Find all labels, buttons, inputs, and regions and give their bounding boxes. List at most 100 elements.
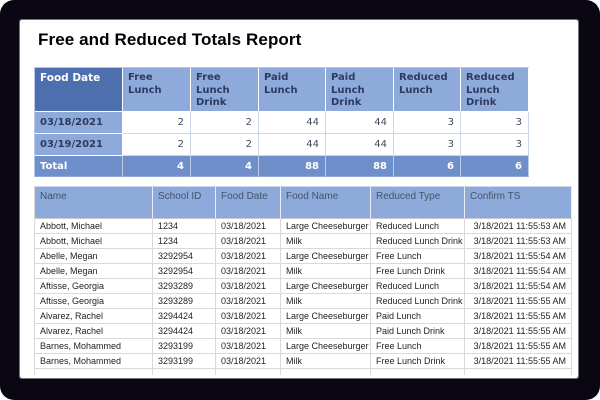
detail-cell-reduced-type: Free Lunch <box>371 249 465 264</box>
table-row: Alvarez, Rachel 3294424 03/18/2021 Milk Paid… <box>35 324 572 339</box>
summary-value-cell: 44 <box>259 112 326 134</box>
summary-value-cell: 3 <box>461 112 529 134</box>
detail-col-header: Confirm TS <box>465 187 572 219</box>
table-row: Abelle, Megan 3292954 03/18/2021 Large Chee… <box>35 249 572 264</box>
table-row: Barnes, Mohammed 3293199 03/18/2021 Milk Fre… <box>35 354 572 369</box>
detail-cell-confirm-ts: 3/18/2021 11:55:55 AM <box>465 339 572 354</box>
detail-col-header: Food Date <box>216 187 281 219</box>
detail-cell-name: Alvarez, Rachel <box>35 324 153 339</box>
detail-cell-food-date: 03/18/2021 <box>216 354 281 369</box>
table-row: Abelle, Megan 3292954 03/18/2021 Milk Free L… <box>35 264 572 279</box>
detail-cell-school-id: 3293289 <box>153 294 216 309</box>
detail-cell-food-name: Milk <box>281 354 371 369</box>
detail-col-header: Name <box>35 187 153 219</box>
summary-value-cell: 2 <box>191 112 259 134</box>
detail-cell-food-name: Large Cheeseburger <box>281 339 371 354</box>
detail-cell-name: Barnes, Mohammed <box>35 339 153 354</box>
detail-cell-food-date: 03/18/2021 <box>216 279 281 294</box>
summary-col-header: Free Lunch <box>123 68 191 112</box>
detail-cell-food-name: Large Cheeseburger <box>281 219 371 234</box>
detail-cell-food-date: 03/18/2021 <box>216 234 281 249</box>
detail-cell-school-id: 3293199 <box>153 354 216 369</box>
table-row: Barnes, Mohammed 3293199 03/18/2021 Large C… <box>35 339 572 354</box>
detail-cell-food-date: 03/18/2021 <box>216 324 281 339</box>
detail-cell-school-id: 3293199 <box>153 339 216 354</box>
table-row: Abbott, Michael 1234 03/18/2021 Large Chees… <box>35 219 572 234</box>
detail-cell-name: Aftisse, Georgia <box>35 294 153 309</box>
detail-cell-food-name: Milk <box>281 294 371 309</box>
detail-cell-confirm-ts: 3/18/2021 11:55:54 AM <box>465 264 572 279</box>
detail-cell-food-date: 03/18/2021 <box>216 264 281 279</box>
table-row: Aftisse, Georgia 3293289 03/18/2021 Large C… <box>35 279 572 294</box>
summary-value-cell: 44 <box>259 134 326 156</box>
detail-cell-school-id: 1234 <box>153 219 216 234</box>
detail-cell-confirm-ts: 3/18/2021 11:55:55 AM <box>465 294 572 309</box>
detail-cell-school-id: 3294424 <box>153 309 216 324</box>
detail-cell-name: Abbott, Michael <box>35 219 153 234</box>
detail-col-header: School ID <box>153 187 216 219</box>
detail-header-row: Name School ID Food Date Food Name Reduced T… <box>35 187 572 219</box>
summary-total-value: 6 <box>394 156 461 177</box>
detail-cell-empty <box>371 369 465 375</box>
detail-cell-food-date: 03/18/2021 <box>216 339 281 354</box>
summary-value-cell: 44 <box>326 112 394 134</box>
detail-cell-reduced-type: Paid Lunch <box>371 309 465 324</box>
detail-cell-food-date: 03/18/2021 <box>216 219 281 234</box>
detail-cell-name: Aftisse, Georgia <box>35 279 153 294</box>
detail-cell-empty <box>216 369 281 375</box>
summary-row: 03/19/2021 2 2 44 44 3 3 <box>35 134 529 156</box>
detail-cell-name: Abbott, Michael <box>35 234 153 249</box>
detail-cell-confirm-ts: 3/18/2021 11:55:53 AM <box>465 219 572 234</box>
detail-cell-food-date: 03/18/2021 <box>216 249 281 264</box>
detail-cell-reduced-type: Reduced Lunch Drink <box>371 234 465 249</box>
summary-col-header: Paid Lunch <box>259 68 326 112</box>
summary-total-value: 4 <box>123 156 191 177</box>
detail-cell-empty <box>35 369 153 375</box>
summary-total-value: 6 <box>461 156 529 177</box>
page-title: Free and Reduced Totals Report <box>38 30 302 49</box>
summary-col-header: Free Lunch Drink <box>191 68 259 112</box>
detail-cell-food-name: Milk <box>281 264 371 279</box>
summary-value-cell: 3 <box>461 134 529 156</box>
detail-cell-reduced-type: Free Lunch Drink <box>371 354 465 369</box>
detail-col-header: Food Name <box>281 187 371 219</box>
detail-table: Name School ID Food Date Food Name Reduced T… <box>34 186 572 375</box>
summary-table: Food Date Free Lunch Free Lunch Drink Paid … <box>34 67 529 177</box>
detail-cell-name: Abelle, Megan <box>35 264 153 279</box>
summary-total-value: 4 <box>191 156 259 177</box>
detail-cell-reduced-type: Free Lunch Drink <box>371 264 465 279</box>
detail-cell-food-name: Milk <box>281 234 371 249</box>
detail-cell-food-name: Milk <box>281 324 371 339</box>
summary-value-cell: 3 <box>394 134 461 156</box>
summary-header-row: Food Date Free Lunch Free Lunch Drink Paid … <box>35 68 529 112</box>
summary-col-header: Reduced Lunch <box>394 68 461 112</box>
detail-cell-school-id: 1234 <box>153 234 216 249</box>
detail-cell-school-id: 3293289 <box>153 279 216 294</box>
summary-row: 03/18/2021 2 2 44 44 3 3 <box>35 112 529 134</box>
table-row: Aftisse, Georgia 3293289 03/18/2021 Milk Red… <box>35 294 572 309</box>
summary-col-header: Reduced Lunch Drink <box>461 68 529 112</box>
summary-total-label: Total <box>35 156 123 177</box>
table-row: Alvarez, Rachel 3294424 03/18/2021 Large Ch… <box>35 309 572 324</box>
detail-cell-reduced-type: Reduced Lunch <box>371 219 465 234</box>
detail-cell-food-date: 03/18/2021 <box>216 309 281 324</box>
detail-cell-reduced-type: Reduced Lunch Drink <box>371 294 465 309</box>
summary-value-cell: 3 <box>394 112 461 134</box>
detail-cell-reduced-type: Reduced Lunch <box>371 279 465 294</box>
detail-cell-name: Alvarez, Rachel <box>35 309 153 324</box>
detail-cell-confirm-ts: 3/18/2021 11:55:55 AM <box>465 324 572 339</box>
summary-col-header: Paid Lunch Drink <box>326 68 394 112</box>
detail-cell-food-date: 03/18/2021 <box>216 294 281 309</box>
summary-value-cell: 44 <box>326 134 394 156</box>
detail-cell-school-id: 3292954 <box>153 249 216 264</box>
detail-cell-school-id: 3292954 <box>153 264 216 279</box>
detail-row-partial <box>35 369 572 375</box>
detail-cell-name: Abelle, Megan <box>35 249 153 264</box>
detail-cell-empty <box>281 369 371 375</box>
detail-cell-reduced-type: Paid Lunch Drink <box>371 324 465 339</box>
detail-cell-confirm-ts: 3/18/2021 11:55:54 AM <box>465 279 572 294</box>
summary-total-value: 88 <box>326 156 394 177</box>
summary-total-value: 88 <box>259 156 326 177</box>
detail-cell-food-name: Large Cheeseburger <box>281 309 371 324</box>
